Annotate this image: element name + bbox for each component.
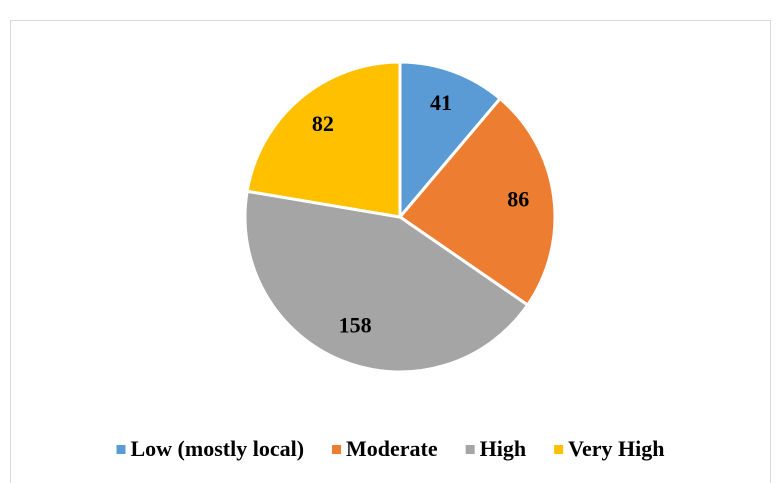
pie-slice	[245, 60, 402, 219]
legend-label: Very High	[568, 436, 664, 461]
data-label: 158	[339, 313, 372, 338]
legend-swatch	[116, 445, 126, 454]
legend-label: Moderate	[346, 436, 438, 461]
pie-slice	[397, 96, 557, 308]
legend-swatch	[332, 445, 342, 454]
legend-label: Low (mostly local)	[131, 436, 305, 461]
data-label: 86	[507, 186, 529, 211]
legend-swatch	[554, 445, 564, 454]
pie-slice	[398, 60, 503, 222]
legend-swatch	[465, 445, 475, 454]
data-label: 82	[312, 111, 334, 136]
data-label: 41	[430, 90, 452, 115]
legend-label: High	[480, 436, 526, 461]
pie-slice	[243, 189, 530, 374]
